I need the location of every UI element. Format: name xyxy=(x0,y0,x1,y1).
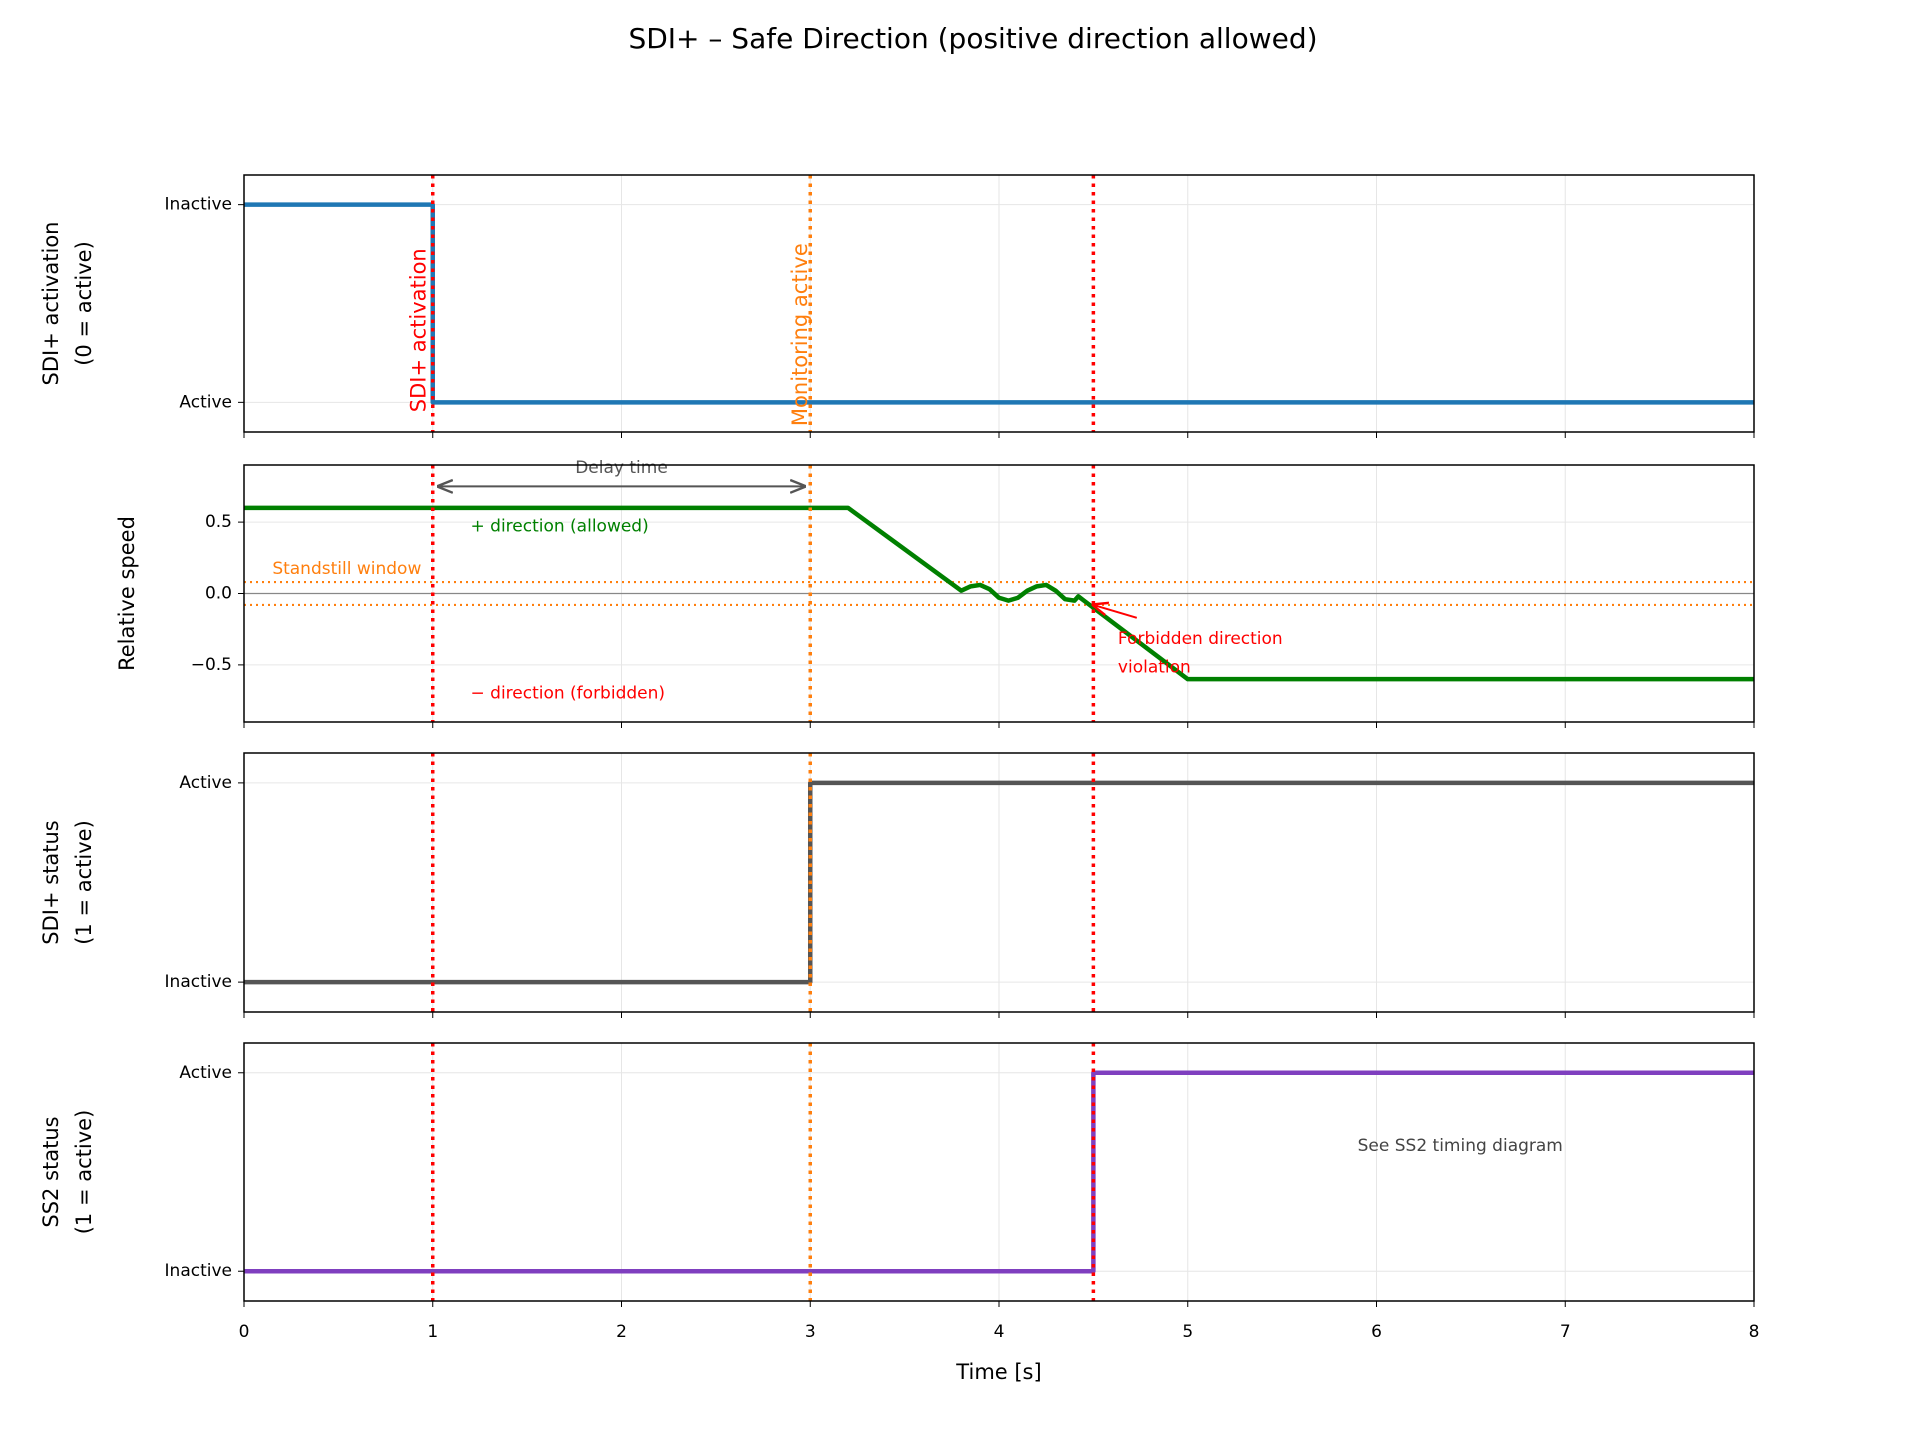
y-axis-label: (0 = active) xyxy=(72,241,96,366)
y-tick-label: −0.5 xyxy=(191,655,232,675)
figure-title: SDI+ – Safe Direction (positive directio… xyxy=(628,22,1317,55)
y-axis-label: Relative speed xyxy=(115,516,139,671)
axes-frame xyxy=(243,1042,1755,1302)
y-tick-label: Active xyxy=(179,773,232,793)
annotation: Forbidden direction xyxy=(1118,629,1283,649)
x-tick-label: 1 xyxy=(427,1322,438,1342)
annotation: Monitoring active xyxy=(788,243,812,426)
x-axis-label: Time [s] xyxy=(955,1360,1041,1384)
axes-frame xyxy=(243,174,1755,433)
y-tick-label: Active xyxy=(179,1063,232,1083)
y-tick-label: Inactive xyxy=(165,195,232,215)
x-tick-label: 3 xyxy=(805,1322,816,1342)
y-tick-label: 0.0 xyxy=(205,584,232,604)
y-tick-label: 0.5 xyxy=(205,512,232,532)
annotation: − direction (forbidden) xyxy=(471,683,666,703)
annotation-arrow xyxy=(1093,605,1138,619)
annotation: SDI+ activation xyxy=(407,248,431,412)
annotation: Standstill window xyxy=(272,559,421,579)
y-axis-label: SDI+ status xyxy=(39,820,63,945)
y-tick-label: Inactive xyxy=(165,1261,232,1281)
x-tick-label: 4 xyxy=(994,1322,1005,1342)
x-tick-label: 6 xyxy=(1371,1322,1382,1342)
y-axis-label: SS2 status xyxy=(39,1116,63,1227)
x-tick-label: 2 xyxy=(616,1322,627,1342)
y-tick-label: Active xyxy=(179,392,232,412)
annotation: violation xyxy=(1118,658,1191,678)
axes-frame xyxy=(243,464,1755,723)
annotation: + direction (allowed) xyxy=(471,516,649,536)
y-axis-label: SDI+ activation xyxy=(39,222,63,386)
axes-frame xyxy=(243,752,1755,1013)
x-tick-label: 7 xyxy=(1560,1322,1571,1342)
y-axis-label: (1 = active) xyxy=(72,1110,96,1235)
x-tick-label: 5 xyxy=(1182,1322,1193,1342)
annotation: Delay time xyxy=(575,458,668,478)
annotation: See SS2 timing diagram xyxy=(1358,1136,1563,1156)
y-axis-label: (1 = active) xyxy=(72,820,96,945)
x-tick-label: 0 xyxy=(239,1322,250,1342)
x-tick-label: 8 xyxy=(1749,1322,1760,1342)
y-tick-label: Inactive xyxy=(165,972,232,992)
data-line xyxy=(244,505,1754,682)
